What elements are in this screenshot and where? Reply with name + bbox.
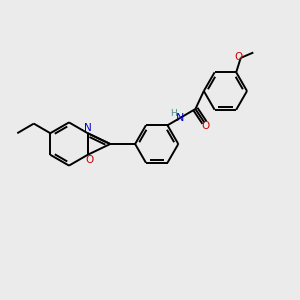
Text: N: N <box>176 112 184 123</box>
Text: H: H <box>170 109 177 118</box>
Text: O: O <box>202 122 210 131</box>
Text: N: N <box>84 123 92 133</box>
Text: O: O <box>234 52 242 62</box>
Text: O: O <box>85 155 93 165</box>
